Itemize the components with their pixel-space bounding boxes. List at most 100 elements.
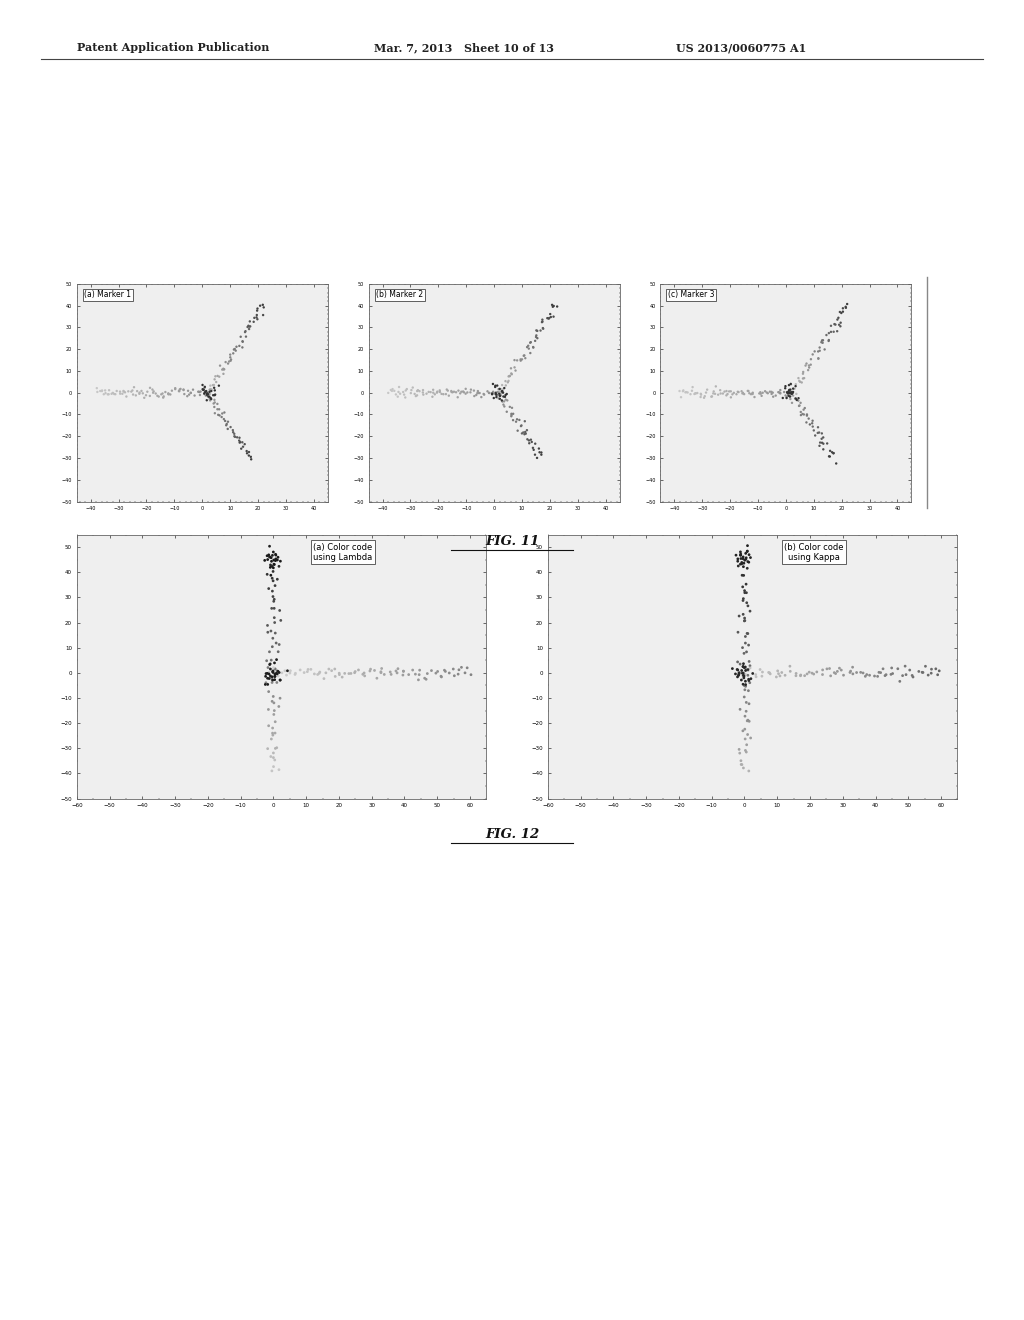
Point <box>206 378 222 399</box>
Point <box>493 379 509 400</box>
Point <box>735 665 752 686</box>
Point <box>257 665 273 686</box>
Point <box>231 432 248 453</box>
Point <box>813 428 829 449</box>
Point <box>814 330 830 351</box>
Point <box>525 337 542 358</box>
Point <box>175 379 191 400</box>
Point <box>751 383 767 404</box>
Point <box>156 385 172 407</box>
Point <box>423 660 439 681</box>
Point <box>265 657 282 678</box>
Point <box>829 309 846 330</box>
Point <box>819 433 836 454</box>
Point <box>241 315 257 337</box>
Point <box>795 363 811 384</box>
Point <box>541 308 557 329</box>
Point <box>383 664 399 685</box>
Point <box>341 663 357 684</box>
Point <box>441 663 458 684</box>
Point <box>262 653 279 675</box>
Point <box>520 338 537 359</box>
Point <box>783 383 800 404</box>
Point <box>200 384 216 405</box>
Point <box>321 659 337 680</box>
Point <box>429 381 445 403</box>
Point <box>407 383 423 404</box>
Point <box>735 653 752 675</box>
Point <box>264 725 281 746</box>
Point <box>713 383 729 404</box>
Point <box>849 661 865 682</box>
Point <box>719 384 735 405</box>
Point <box>116 380 132 401</box>
Point <box>201 385 217 407</box>
Point <box>735 546 752 568</box>
Point <box>736 680 753 701</box>
Point <box>735 656 752 677</box>
Point <box>259 668 275 689</box>
Point <box>415 380 431 401</box>
Point <box>260 715 276 737</box>
Point <box>777 376 794 397</box>
Point <box>243 446 259 467</box>
Point <box>834 302 850 323</box>
Point <box>710 384 726 405</box>
Point <box>267 722 284 743</box>
Point <box>181 384 198 405</box>
Point <box>519 420 536 441</box>
Point <box>772 383 788 404</box>
Point <box>191 381 208 403</box>
Point <box>270 759 287 780</box>
Point <box>799 664 815 685</box>
Point <box>496 378 512 399</box>
Point <box>742 546 759 568</box>
Point <box>408 385 424 407</box>
Point <box>207 380 223 401</box>
Point <box>771 381 787 403</box>
Point <box>201 387 217 408</box>
Point <box>265 591 282 612</box>
Point <box>264 669 281 690</box>
Point <box>141 385 158 407</box>
Point <box>489 375 506 396</box>
Point <box>525 337 542 358</box>
Point <box>492 383 508 404</box>
Point <box>814 422 830 444</box>
Point <box>874 659 891 680</box>
Point <box>545 296 561 317</box>
Point <box>517 411 534 432</box>
Point <box>791 388 807 409</box>
Point <box>736 643 753 664</box>
Point <box>445 659 462 680</box>
Point <box>736 610 753 631</box>
Point <box>738 574 755 595</box>
Point <box>787 388 804 409</box>
Point <box>231 428 248 449</box>
Point <box>356 665 373 686</box>
Point <box>265 586 282 607</box>
Point <box>732 544 749 565</box>
Point <box>199 385 215 407</box>
Point <box>462 381 478 403</box>
Point <box>263 598 280 619</box>
Point <box>731 663 748 684</box>
Point <box>270 556 287 577</box>
Point <box>311 661 328 682</box>
Point <box>890 659 906 680</box>
Point <box>823 321 840 342</box>
Point <box>411 669 427 690</box>
Point <box>459 381 475 403</box>
Point <box>748 664 764 685</box>
Point <box>216 408 232 429</box>
Point <box>739 723 756 744</box>
Point <box>223 348 240 370</box>
Point <box>734 754 751 775</box>
Point <box>526 444 543 465</box>
Point <box>492 383 508 404</box>
Point <box>724 659 740 680</box>
Point <box>268 660 285 681</box>
Point <box>209 366 225 387</box>
Point <box>128 385 144 407</box>
Point <box>263 649 280 671</box>
